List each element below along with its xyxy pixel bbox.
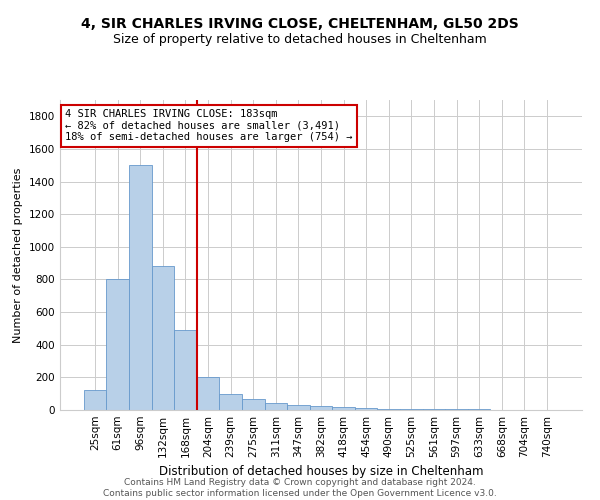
Bar	[129, 166, 152, 410]
Bar	[242, 400, 265, 410]
Bar	[287, 405, 310, 410]
Bar	[106, 280, 129, 410]
Bar	[310, 406, 332, 410]
Text: Contains HM Land Registry data © Crown copyright and database right 2024.
Contai: Contains HM Land Registry data © Crown c…	[103, 478, 497, 498]
Text: 4, SIR CHARLES IRVING CLOSE, CHELTENHAM, GL50 2DS: 4, SIR CHARLES IRVING CLOSE, CHELTENHAM,…	[81, 18, 519, 32]
Bar	[422, 409, 445, 410]
Text: Size of property relative to detached houses in Cheltenham: Size of property relative to detached ho…	[113, 32, 487, 46]
Bar	[332, 406, 355, 410]
Bar	[152, 266, 174, 410]
Bar	[377, 408, 400, 410]
Bar	[220, 394, 242, 410]
Bar	[84, 390, 106, 410]
Bar	[265, 402, 287, 410]
Y-axis label: Number of detached properties: Number of detached properties	[13, 168, 23, 342]
Text: 4 SIR CHARLES IRVING CLOSE: 183sqm
← 82% of detached houses are smaller (3,491)
: 4 SIR CHARLES IRVING CLOSE: 183sqm ← 82%…	[65, 110, 353, 142]
Bar	[197, 378, 220, 410]
X-axis label: Distribution of detached houses by size in Cheltenham: Distribution of detached houses by size …	[159, 466, 483, 478]
Bar	[355, 408, 377, 410]
Bar	[174, 330, 197, 410]
Bar	[400, 409, 422, 410]
